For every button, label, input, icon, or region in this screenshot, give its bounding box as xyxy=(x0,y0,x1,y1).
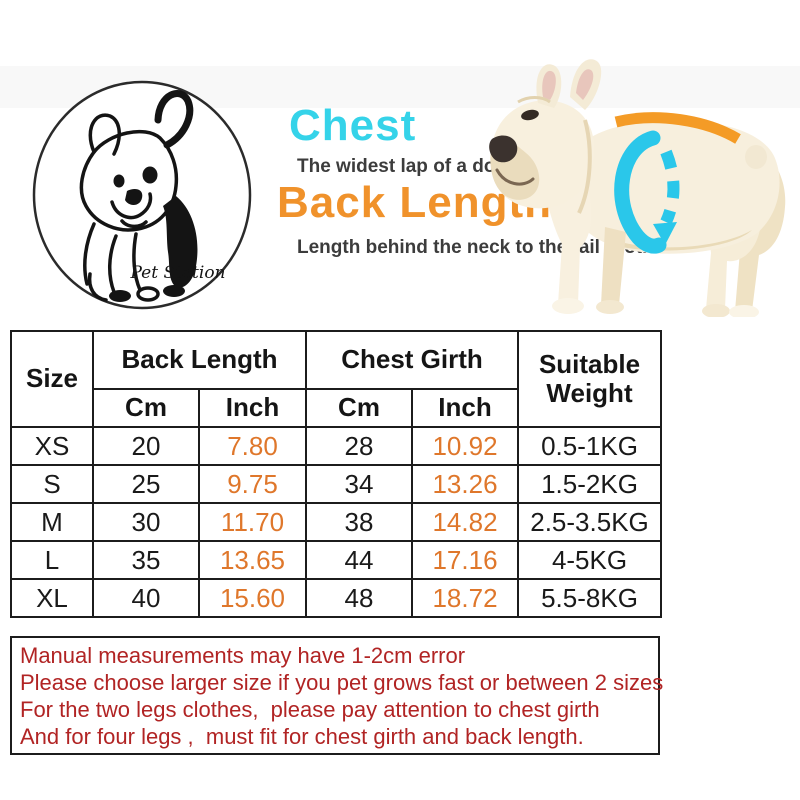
note-line: And for four legs , must fit for chest g… xyxy=(20,724,584,749)
cell-back-cm: 20 xyxy=(92,426,200,466)
back-length-measure-line xyxy=(614,112,741,144)
cell-size: M xyxy=(10,502,94,542)
cell-chest-inch: 17.16 xyxy=(410,540,520,580)
table-row-s: S 25 9.75 34 13.26 1.5-2KG xyxy=(10,464,663,504)
brand-logo: Pet Station xyxy=(32,80,252,310)
table-row-l: L 35 13.65 44 17.16 4-5KG xyxy=(10,540,663,580)
cell-weight: 1.5-2KG xyxy=(517,464,663,504)
cell-chest-cm: 28 xyxy=(305,426,413,466)
cell-size: S xyxy=(10,464,94,504)
dog-body-illustration xyxy=(489,59,786,317)
header-suitable-weight: Suitable Weight xyxy=(517,330,663,428)
size-table: Size Back Length Chest Girth Suitable We… xyxy=(10,330,663,618)
subheader-chest-inch: Inch xyxy=(410,388,520,428)
cell-weight: 2.5-3.5KG xyxy=(517,502,663,542)
cell-back-inch: 11.70 xyxy=(198,502,307,542)
cell-size: XS xyxy=(10,426,94,466)
cell-back-inch: 9.75 xyxy=(198,464,307,504)
table-header-row: Size Back Length Chest Girth Suitable We… xyxy=(10,330,663,428)
notes-box: Manual measurements may have 1-2cm error… xyxy=(10,636,664,755)
cell-back-cm: 30 xyxy=(92,502,200,542)
table-row-m: M 30 11.70 38 14.82 2.5-3.5KG xyxy=(10,502,663,542)
header-chest-girth: Chest Girth xyxy=(304,330,520,390)
cell-chest-inch: 10.92 xyxy=(410,426,520,466)
chest-girth-measure-band xyxy=(614,130,680,254)
dog-photo xyxy=(489,59,786,317)
subheader-chest-cm: Cm xyxy=(305,388,413,428)
header-back-length: Back Length xyxy=(92,330,307,390)
cell-weight: 0.5-1KG xyxy=(517,426,663,466)
table-subheader-row: Cm Inch Cm Inch xyxy=(11,388,661,428)
cell-size: XL xyxy=(10,578,94,618)
cell-back-cm: 40 xyxy=(92,578,200,618)
cell-weight: 4-5KG xyxy=(517,540,663,580)
cell-chest-cm: 48 xyxy=(305,578,413,618)
cell-chest-inch: 14.82 xyxy=(410,502,520,542)
table-row-xl: XL 40 15.60 48 18.72 5.5-8KG xyxy=(10,578,663,618)
note-line: Please choose larger size if you pet gro… xyxy=(20,670,664,695)
cell-back-cm: 25 xyxy=(92,464,200,504)
cell-chest-cm: 44 xyxy=(305,540,413,580)
cell-weight: 5.5-8KG xyxy=(517,578,663,618)
back-length-description: Length behind the neck to the tail root. xyxy=(297,237,648,258)
note-line: Manual measurements may have 1-2cm error xyxy=(20,643,466,668)
cell-back-inch: 7.80 xyxy=(198,426,307,466)
header-size: Size xyxy=(10,330,94,428)
cell-chest-cm: 34 xyxy=(305,464,413,504)
subheader-back-inch: Inch xyxy=(198,388,307,428)
cell-back-cm: 35 xyxy=(92,540,200,580)
cell-back-inch: 15.60 xyxy=(198,578,307,618)
cell-chest-inch: 13.26 xyxy=(410,464,520,504)
cell-back-inch: 13.65 xyxy=(198,540,307,580)
cell-chest-cm: 38 xyxy=(305,502,413,542)
cell-chest-inch: 18.72 xyxy=(410,578,520,618)
cell-size: L xyxy=(10,540,94,580)
subheader-back-cm: Cm xyxy=(92,388,200,428)
note-line: For the two legs clothes, please pay att… xyxy=(20,697,600,722)
brand-name: Pet Station xyxy=(129,263,225,283)
chest-title: Chest xyxy=(289,101,417,150)
bulldog-line-art-icon xyxy=(79,90,198,302)
table-row-xs: XS 20 7.80 28 10.92 0.5-1KG xyxy=(10,426,663,466)
